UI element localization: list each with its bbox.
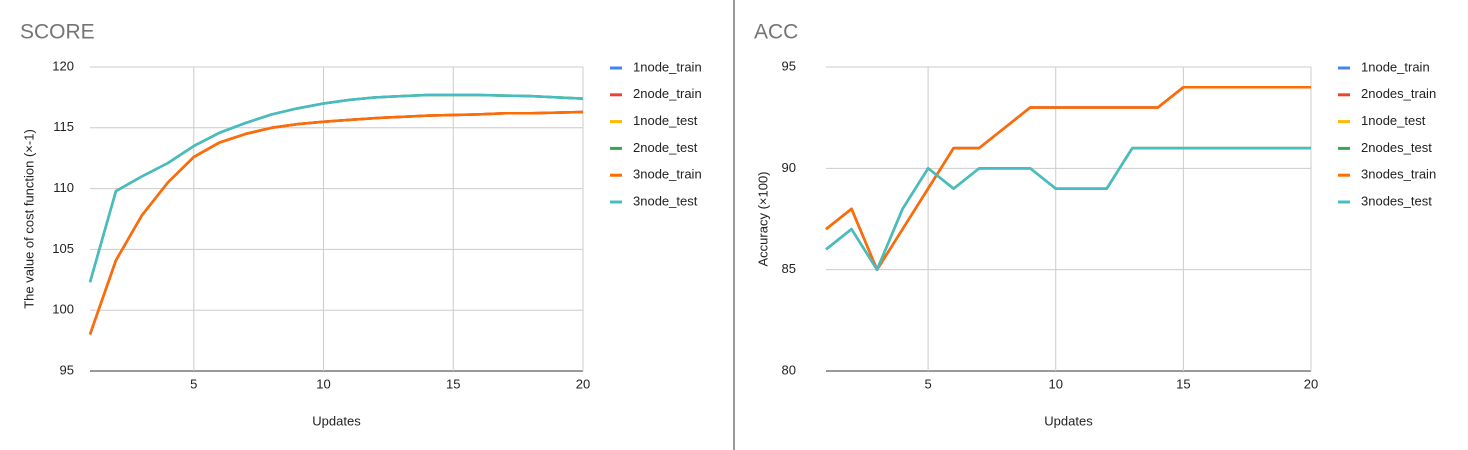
- y-tick-label: 115: [53, 119, 74, 134]
- legend-label: 2node_train: [633, 86, 702, 101]
- series-line: [88, 110, 584, 335]
- series-line: [88, 110, 584, 335]
- y-axis-label: The value of cost function (×-1): [21, 129, 36, 309]
- x-tick-label: 15: [1176, 376, 1190, 391]
- y-tick-label: 110: [53, 180, 74, 195]
- legend-label: 1node_train: [1361, 59, 1430, 74]
- x-tick-label: 10: [1049, 376, 1063, 391]
- x-tick-label: 20: [1304, 376, 1318, 391]
- x-tick-label: 5: [924, 376, 931, 391]
- y-axis-label: Accuracy (×100): [755, 171, 770, 266]
- y-tick-label: 80: [782, 362, 796, 377]
- x-tick-label: 10: [316, 376, 330, 391]
- legend-label: 2nodes_test: [1361, 140, 1432, 155]
- series-line: [88, 93, 584, 283]
- series-line: [825, 86, 1311, 271]
- legend-label: 2node_test: [633, 140, 698, 155]
- series-line: [825, 146, 1311, 271]
- y-tick-label: 105: [52, 241, 74, 256]
- series-line: [825, 86, 1311, 271]
- y-tick-label: 100: [52, 302, 74, 317]
- x-tick-label: 15: [446, 376, 460, 391]
- series-line: [825, 146, 1311, 271]
- legend-label: 3node_train: [633, 167, 702, 182]
- y-tick-label: 120: [52, 58, 74, 73]
- x-tick-label: 5: [190, 376, 197, 391]
- y-tick-label: 95: [60, 362, 74, 377]
- y-tick-label: 85: [782, 261, 796, 276]
- legend-label: 3node_test: [633, 193, 698, 208]
- legend-label: 1node_train: [633, 59, 702, 74]
- legend-label: 3nodes_test: [1361, 193, 1432, 208]
- x-axis-label: Updates: [1044, 413, 1093, 428]
- x-tick-label: 20: [576, 376, 590, 391]
- series-line: [825, 146, 1311, 271]
- chart-title: ACC: [754, 21, 798, 44]
- y-tick-label: 95: [782, 58, 796, 73]
- series-line: [825, 86, 1311, 271]
- series-line: [88, 110, 584, 335]
- chart-title: SCORE: [20, 21, 95, 44]
- x-axis-label: Updates: [312, 413, 361, 428]
- legend-label: 3nodes_train: [1361, 167, 1436, 182]
- legend-label: 2nodes_train: [1361, 86, 1436, 101]
- legend-label: 1node_test: [633, 113, 698, 128]
- y-tick-label: 90: [782, 160, 796, 175]
- legend-label: 1node_test: [1361, 113, 1426, 128]
